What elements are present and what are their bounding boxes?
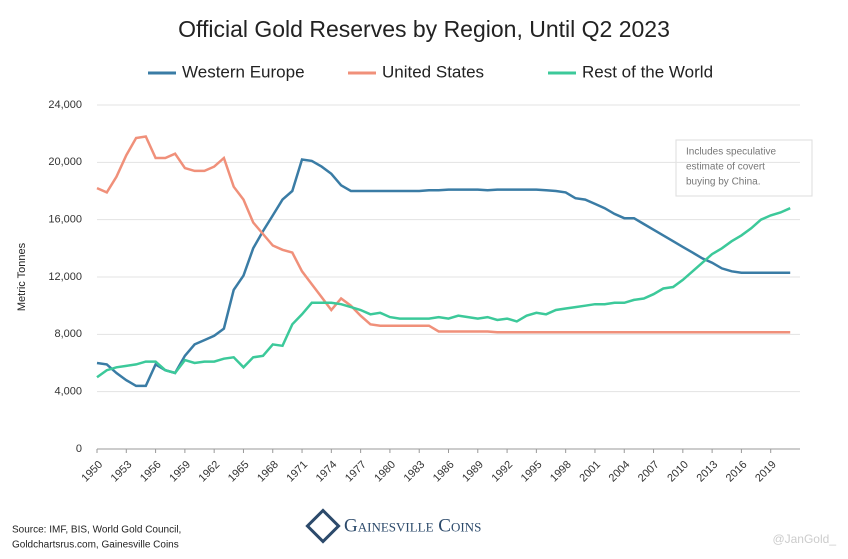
series-line <box>96 158 791 388</box>
x-tick-label: 1998 <box>548 459 574 485</box>
x-tick-label: 1989 <box>460 459 486 485</box>
y-axis-label: Metric Tonnes <box>16 242 28 311</box>
series-line <box>96 207 791 379</box>
x-tick-label: 1992 <box>489 459 515 485</box>
x-tick-label: 2010 <box>665 459 691 485</box>
x-tick-label: 1959 <box>167 459 193 485</box>
legend-label: United States <box>382 62 484 81</box>
x-tick-label: 2013 <box>695 459 721 485</box>
x-tick-label: 1953 <box>109 459 135 485</box>
x-tick-label: 1962 <box>197 459 223 485</box>
x-tick-label: 1983 <box>402 459 428 485</box>
series-line <box>96 135 791 334</box>
y-tick-label: 0 <box>76 443 82 455</box>
x-tick-label: 1968 <box>255 459 281 485</box>
x-tick-label: 2019 <box>753 459 779 485</box>
y-tick-label: 20,000 <box>48 156 82 168</box>
x-tick-label: 1974 <box>314 459 340 485</box>
x-tick-label: 2016 <box>724 459 750 485</box>
x-tick-label: 1965 <box>226 459 252 485</box>
annotation-box <box>675 139 813 197</box>
y-tick-label: 24,000 <box>48 99 82 111</box>
watermark: @JanGold_ <box>772 532 836 546</box>
x-tick-label: 1980 <box>372 459 398 485</box>
source: Goldchartsrus.com, Gainesville Coins <box>12 540 179 551</box>
brand: Gainesville Coins <box>344 515 481 536</box>
x-tick-label: 2007 <box>636 459 662 485</box>
x-tick-label: 1971 <box>284 459 310 485</box>
x-tick-label: 1986 <box>431 459 457 485</box>
annotation: estimate of covert <box>686 162 765 173</box>
source: Source: IMF, BIS, World Gold Council, <box>12 525 181 536</box>
x-tick-label: 2004 <box>607 459 633 485</box>
x-tick-label: 1950 <box>79 459 105 485</box>
annotation: Includes speculative <box>686 147 776 158</box>
chart-title: Official Gold Reserves by Region, Until … <box>178 16 670 42</box>
y-tick-label: 12,000 <box>48 271 82 283</box>
logo: Gainesville Coins <box>305 508 481 544</box>
legend-label: Rest of the World <box>582 62 713 81</box>
y-tick-label: 4,000 <box>54 386 82 398</box>
x-tick-label: 1995 <box>519 459 545 485</box>
legend-label: Western Europe <box>182 62 305 81</box>
x-tick-label: 2001 <box>577 459 603 485</box>
y-tick-label: 16,000 <box>48 214 82 226</box>
x-tick-label: 1977 <box>343 459 369 485</box>
annotation: buying by China. <box>686 177 761 188</box>
x-tick-label: 1956 <box>138 459 164 485</box>
y-tick-label: 8,000 <box>54 328 82 340</box>
